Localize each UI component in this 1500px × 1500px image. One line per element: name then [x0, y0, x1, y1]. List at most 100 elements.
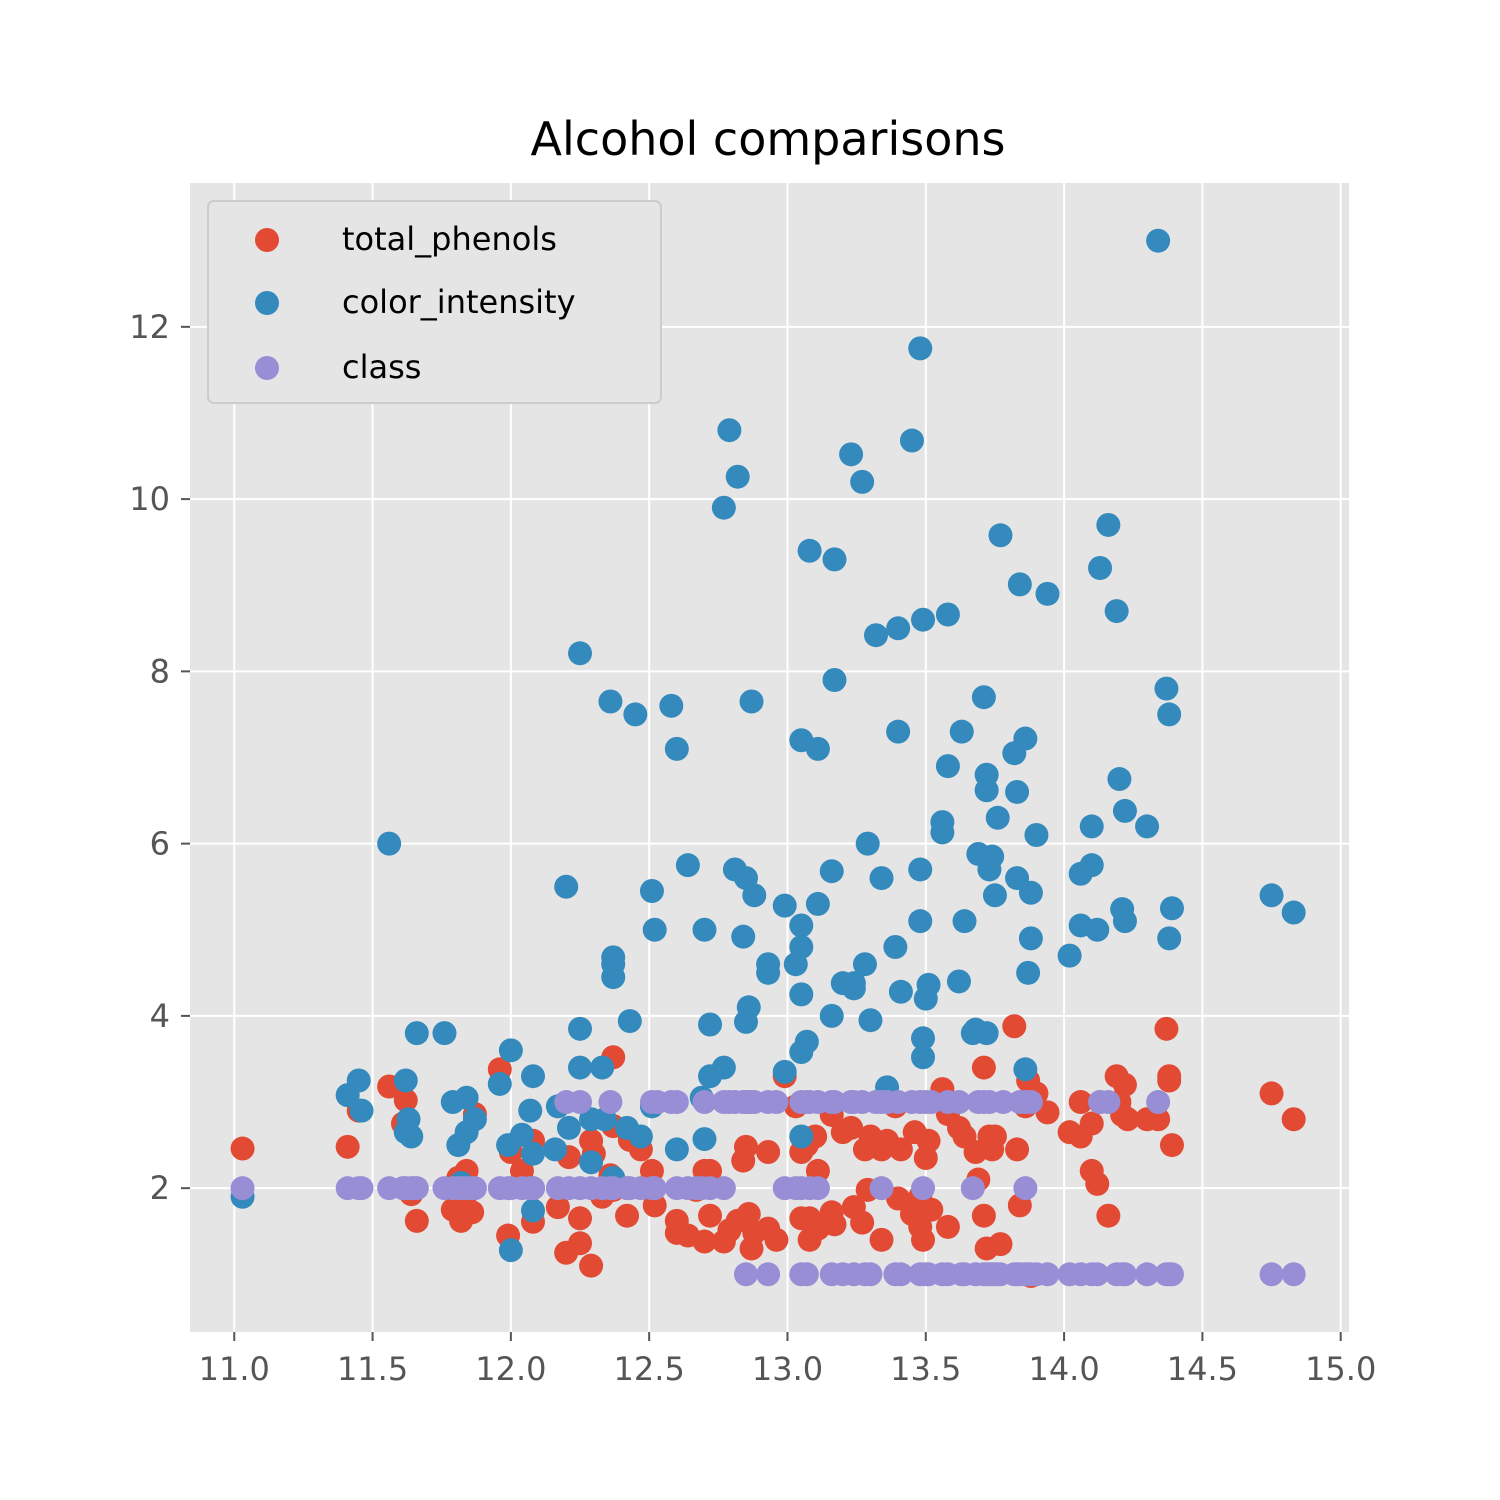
- point-color-intensity: [822, 547, 847, 572]
- point-total-phenols: [579, 1253, 604, 1278]
- point-color-intensity: [949, 719, 974, 744]
- point-total-phenols: [1157, 1068, 1182, 1093]
- x-tick-label: 11.5: [337, 1350, 408, 1388]
- point-color-intensity: [916, 972, 941, 997]
- point-total-phenols: [919, 1197, 944, 1222]
- x-tick-label: 15.0: [1305, 1350, 1376, 1388]
- point-color-intensity: [675, 853, 700, 878]
- point-class: [230, 1176, 255, 1201]
- point-total-phenols: [1112, 1072, 1137, 1097]
- point-color-intensity: [736, 995, 761, 1020]
- point-class: [349, 1176, 374, 1201]
- point-class: [664, 1090, 689, 1115]
- x-tick-label: 14.0: [1028, 1350, 1099, 1388]
- point-color-intensity: [404, 1021, 429, 1046]
- point-class: [960, 1176, 985, 1201]
- point-total-phenols: [692, 1229, 717, 1254]
- point-class: [946, 1090, 971, 1115]
- point-total-phenols: [764, 1227, 789, 1252]
- point-color-intensity: [988, 523, 1013, 548]
- point-color-intensity: [692, 1127, 717, 1152]
- point-color-intensity: [935, 602, 960, 627]
- y-tick-label: 4: [150, 997, 170, 1035]
- point-color-intensity: [432, 1021, 457, 1046]
- point-color-intensity: [930, 820, 955, 845]
- point-total-phenols: [1146, 1107, 1171, 1132]
- point-color-intensity: [742, 883, 767, 908]
- point-total-phenols: [1005, 1137, 1030, 1162]
- point-total-phenols: [911, 1227, 936, 1252]
- point-total-phenols: [1259, 1081, 1284, 1106]
- point-total-phenols: [839, 1115, 864, 1140]
- point-color-intensity: [858, 1008, 883, 1033]
- point-total-phenols: [971, 1203, 996, 1228]
- point-color-intensity: [568, 641, 593, 666]
- point-color-intensity: [1135, 814, 1160, 839]
- point-color-intensity: [772, 893, 797, 918]
- point-class: [1146, 1090, 1171, 1115]
- point-color-intensity: [377, 831, 402, 856]
- point-color-intensity: [974, 778, 999, 803]
- point-color-intensity: [628, 1124, 653, 1149]
- point-color-intensity: [789, 934, 814, 959]
- point-color-intensity: [1013, 726, 1038, 751]
- point-color-intensity: [579, 1150, 604, 1175]
- point-color-intensity: [617, 1009, 642, 1034]
- legend-label-class: class: [342, 348, 421, 386]
- point-total-phenols: [335, 1134, 360, 1159]
- axes: 11.0 11.5 12.0 12.5 13.0 13.5 14.0 14.5 15.0 2 4 6 8…: [129, 308, 1376, 1388]
- point-total-phenols: [822, 1212, 847, 1237]
- point-total-phenols: [230, 1136, 255, 1161]
- point-color-intensity: [756, 960, 781, 985]
- point-class: [642, 1176, 667, 1201]
- point-color-intensity: [711, 495, 736, 520]
- point-color-intensity: [731, 924, 756, 949]
- point-total-phenols: [888, 1137, 913, 1162]
- point-color-intensity: [805, 891, 830, 916]
- point-color-intensity: [1005, 779, 1030, 804]
- y-tick-label: 2: [150, 1169, 170, 1207]
- chart-title: Alcohol comparisons: [531, 112, 1006, 166]
- point-color-intensity: [1157, 926, 1182, 951]
- point-color-intensity: [1007, 572, 1032, 597]
- point-class: [568, 1090, 593, 1115]
- point-color-intensity: [888, 979, 913, 1004]
- point-color-intensity: [789, 1124, 814, 1149]
- point-color-intensity: [1018, 926, 1043, 951]
- point-color-intensity: [789, 982, 814, 1007]
- x-tick-label: 14.5: [1167, 1350, 1238, 1388]
- point-color-intensity: [349, 1098, 374, 1123]
- x-tick-label: 13.5: [890, 1350, 961, 1388]
- point-color-intensity: [1259, 883, 1284, 908]
- point-color-intensity: [1057, 943, 1082, 968]
- point-class: [1085, 1262, 1110, 1287]
- y-tick-label: 8: [150, 652, 170, 690]
- point-color-intensity: [839, 442, 864, 467]
- point-color-intensity: [1016, 960, 1041, 985]
- point-class: [711, 1176, 736, 1201]
- point-color-intensity: [1281, 900, 1306, 925]
- point-color-intensity: [1088, 556, 1113, 581]
- point-color-intensity: [1154, 676, 1179, 701]
- point-total-phenols: [736, 1201, 761, 1226]
- point-color-intensity: [739, 689, 764, 714]
- legend-marker-color-intensity: [255, 291, 279, 315]
- point-color-intensity: [789, 913, 814, 938]
- point-color-intensity: [1146, 228, 1171, 253]
- point-total-phenols: [615, 1203, 640, 1228]
- point-color-intensity: [568, 1055, 593, 1080]
- point-color-intensity: [659, 693, 684, 718]
- legend-label-color-intensity: color_intensity: [342, 283, 576, 321]
- point-total-phenols: [404, 1208, 429, 1233]
- point-color-intensity: [692, 917, 717, 942]
- point-class: [1013, 1176, 1038, 1201]
- point-color-intensity: [498, 1238, 523, 1263]
- point-color-intensity: [498, 1038, 523, 1063]
- point-color-intensity: [590, 1055, 615, 1080]
- point-class: [1159, 1262, 1184, 1287]
- point-color-intensity: [554, 874, 579, 899]
- x-tick-label: 12.0: [475, 1350, 546, 1388]
- point-color-intensity: [454, 1085, 479, 1110]
- point-color-intensity: [1079, 814, 1104, 839]
